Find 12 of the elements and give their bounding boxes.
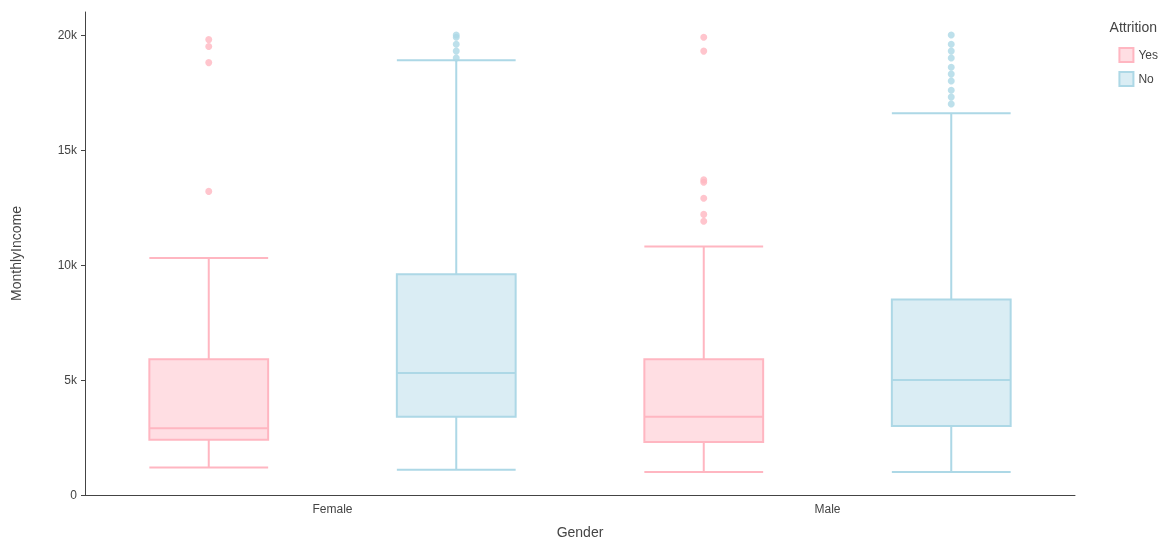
y-tick-label: 20k — [57, 28, 78, 42]
y-axis-title: MonthlyIncome — [8, 205, 24, 301]
legend-label: Yes — [1138, 48, 1158, 62]
x-tick-label: Male — [814, 502, 841, 516]
legend-label: No — [1138, 72, 1155, 86]
x-axis-title: Gender — [556, 524, 604, 540]
legend-title: Attrition — [1109, 19, 1158, 35]
y-tick-label: 5k — [64, 373, 78, 387]
y-tick-label: 10k — [57, 258, 78, 272]
y-tick-label: 15k — [57, 143, 78, 157]
x-tick-label: Female — [312, 502, 353, 516]
y-tick-label: 0 — [70, 488, 78, 502]
